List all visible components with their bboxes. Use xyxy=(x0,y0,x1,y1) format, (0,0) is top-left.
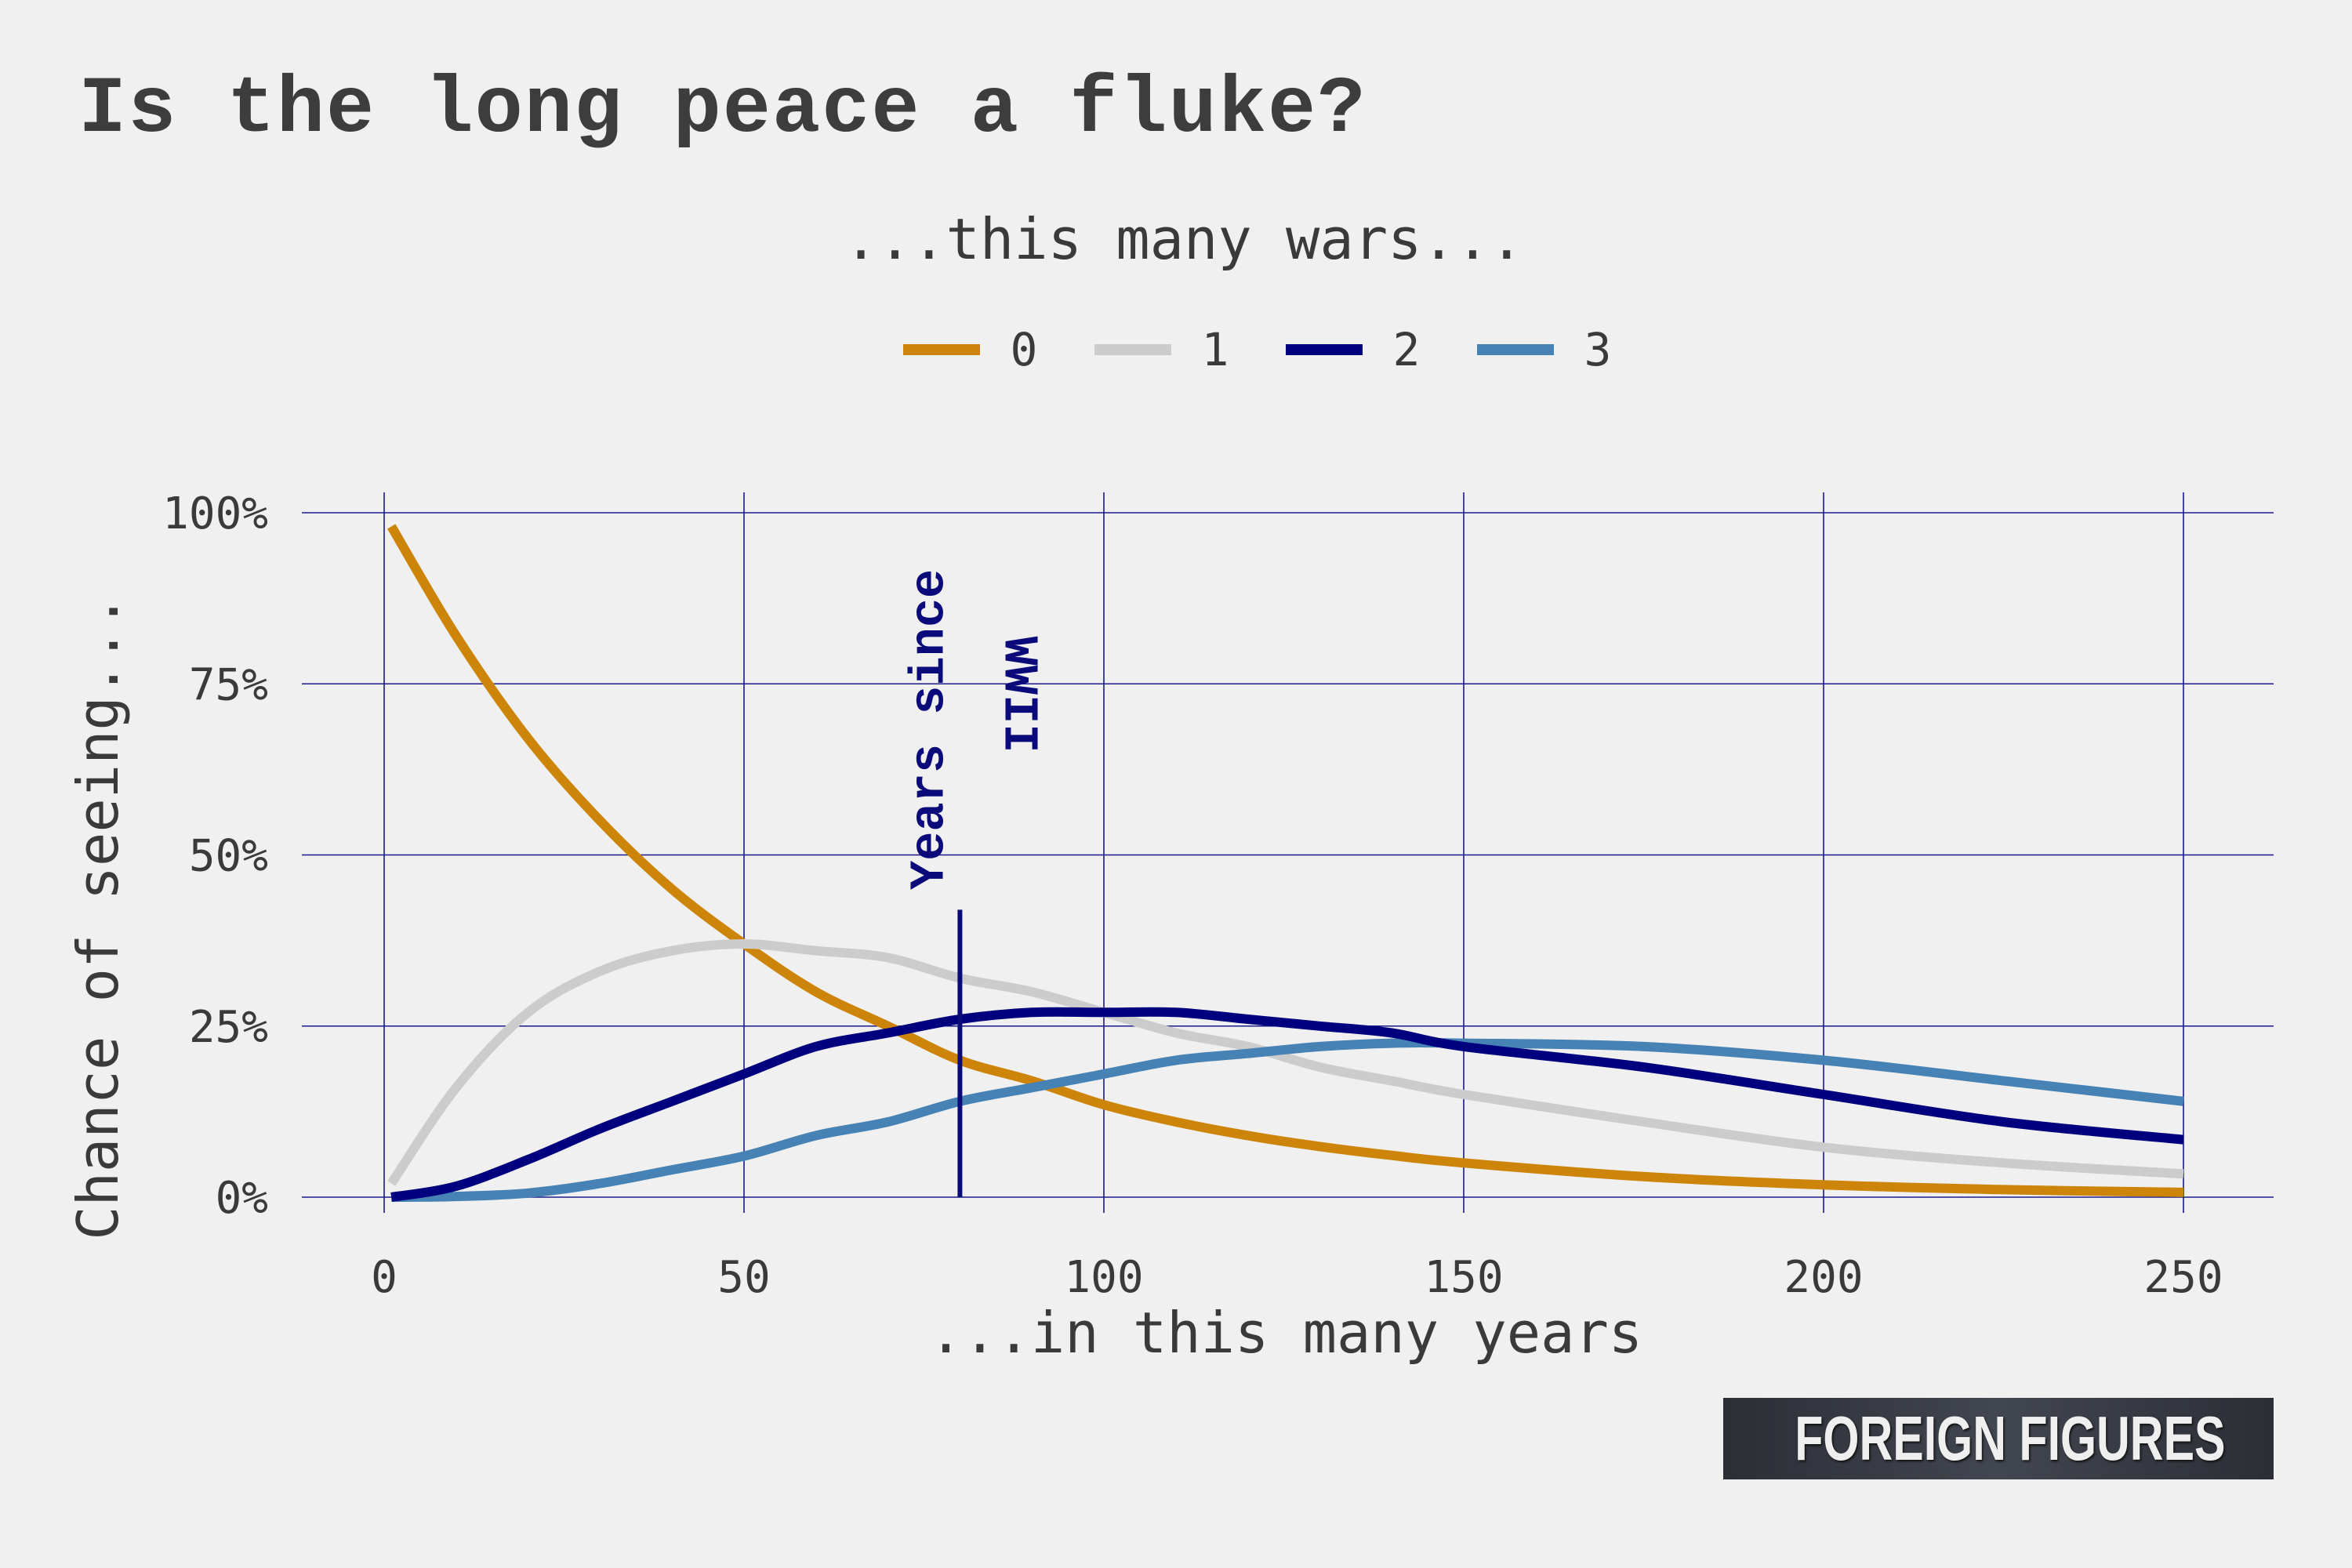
y-tick-label: 100% xyxy=(162,488,268,539)
y-tick-label: 50% xyxy=(189,831,268,882)
annotation-label-line2: WWII xyxy=(990,637,1046,753)
legend-title: ...this many wars... xyxy=(844,206,1524,272)
brand-logo-text: FOREIGN FIGURES xyxy=(1795,1403,2226,1473)
series-line-2 xyxy=(390,1007,2184,1202)
x-axis-label: ...in this many years xyxy=(929,1300,1642,1366)
series-line-3 xyxy=(391,1038,2184,1202)
series-line-0 xyxy=(387,524,2184,1197)
chart-title: Is the long peace a fluke? xyxy=(78,64,1367,155)
x-tick-label: 150 xyxy=(1424,1252,1503,1303)
y-tick-label: 0% xyxy=(216,1173,268,1224)
plot-grid xyxy=(302,492,2274,1213)
x-tick-label: 250 xyxy=(2143,1252,2223,1303)
x-tick-label: 0 xyxy=(371,1252,397,1303)
legend-label-1: 1 xyxy=(1202,323,1229,376)
series-line-1 xyxy=(387,939,2184,1186)
legend-label-3: 3 xyxy=(1584,323,1612,376)
x-tick-label: 200 xyxy=(1784,1252,1863,1303)
series-lines xyxy=(387,524,2184,1202)
y-tick-label: 25% xyxy=(189,1002,268,1053)
y-axis-label: Chance of seeing... xyxy=(65,594,131,1240)
x-tick-label: 100 xyxy=(1064,1252,1143,1303)
legend-label-0: 0 xyxy=(1011,323,1038,376)
brand-logo: FOREIGN FIGURES xyxy=(1723,1398,2274,1479)
legend-label-2: 2 xyxy=(1393,323,1421,376)
legend: 0 1 2 3 xyxy=(903,323,1611,376)
annotation-label-line1: Years since xyxy=(902,569,957,890)
x-axis-ticks: 0 50 100 150 200 250 xyxy=(371,1252,2223,1303)
x-tick-label: 50 xyxy=(717,1252,770,1303)
y-axis-ticks: 0% 25% 50% 75% 100% xyxy=(162,488,268,1224)
annotation: Years since WWII xyxy=(902,569,1046,1197)
y-tick-label: 75% xyxy=(189,659,268,710)
